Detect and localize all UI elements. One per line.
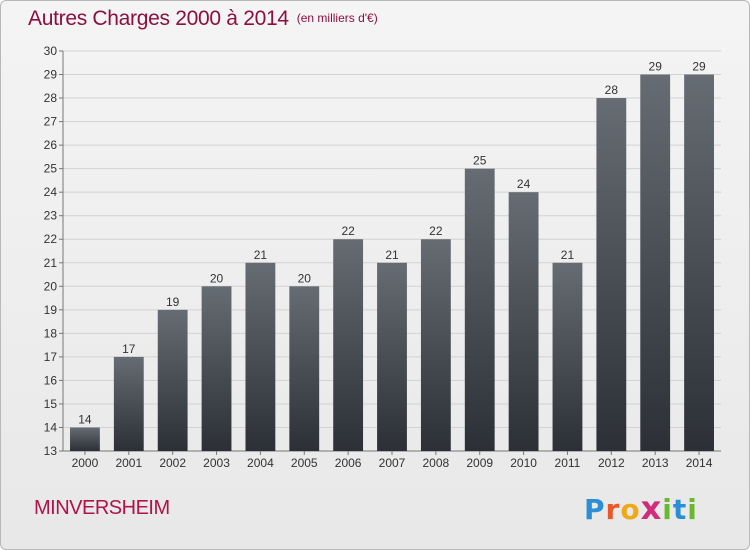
data-label-2003: 20 <box>210 271 224 285</box>
data-label-2004: 21 <box>254 248 268 262</box>
xtick-label-2005: 2005 <box>291 456 318 470</box>
ytick-label: 27 <box>44 115 58 129</box>
chart-title: Autres Charges 2000 à 2014 <box>28 7 289 30</box>
bar-2008 <box>420 239 451 451</box>
bar-2010 <box>508 192 539 452</box>
data-label-2005: 20 <box>298 271 312 285</box>
xtick-label-2012: 2012 <box>598 456 625 470</box>
ytick-label: 29 <box>44 68 58 82</box>
chart-unit: (en milliers d'€) <box>296 11 378 25</box>
xtick-label-2000: 2000 <box>72 456 99 470</box>
xtick-label-2003: 2003 <box>203 456 230 470</box>
bar-2009 <box>464 168 495 451</box>
ytick-label: 21 <box>44 256 58 270</box>
bar-2011 <box>552 262 583 451</box>
data-label-2007: 21 <box>385 248 399 262</box>
xtick-label-2007: 2007 <box>379 456 406 470</box>
ytick-label: 15 <box>44 397 58 411</box>
chart-title-row: Autres Charges 2000 à 2014 (en milliers d… <box>28 7 378 31</box>
bar-2003 <box>201 286 232 451</box>
bar-2012 <box>596 98 627 451</box>
bar-2005 <box>289 286 320 451</box>
xtick-label-2014: 2014 <box>686 456 713 470</box>
labels: 14 2000 17 2001 19 2002 20 2003 21 2004 20 2005 22 20… <box>72 60 713 470</box>
data-label-2014: 29 <box>692 60 706 74</box>
xtick-label-2001: 2001 <box>115 456 142 470</box>
xtick-label-2013: 2013 <box>642 456 669 470</box>
bar-2014 <box>684 74 714 451</box>
proxiti-logo[interactable]: Proxiti <box>584 489 698 527</box>
bar-2007 <box>377 262 407 451</box>
xtick-label-2004: 2004 <box>247 456 274 470</box>
ytick-label: 22 <box>44 232 58 246</box>
data-label-2013: 29 <box>649 60 663 74</box>
xtick-label-2011: 2011 <box>555 456 581 470</box>
bar-2006 <box>333 239 364 451</box>
ytick-label: 25 <box>44 162 58 176</box>
data-label-2006: 22 <box>341 224 355 238</box>
bar-2002 <box>157 309 188 451</box>
ytick-label: 19 <box>44 303 58 317</box>
xtick-label-2008: 2008 <box>423 456 450 470</box>
data-label-2011: 21 <box>561 248 575 262</box>
data-label-2000: 14 <box>78 412 92 426</box>
data-label-2009: 25 <box>473 154 487 168</box>
ytick-label: 14 <box>44 420 58 434</box>
ytick-label: 30 <box>44 44 58 58</box>
bar-2001 <box>113 356 144 451</box>
data-label-2012: 28 <box>605 83 619 97</box>
xtick-label-2009: 2009 <box>466 456 493 470</box>
ytick-label: 24 <box>44 185 58 199</box>
bar-2004 <box>245 262 276 451</box>
xtick-label-2002: 2002 <box>159 456 186 470</box>
ytick-label: 13 <box>44 444 58 458</box>
xtick-label-2010: 2010 <box>510 456 537 470</box>
bar-2000 <box>70 427 100 451</box>
data-label-2001: 17 <box>122 342 136 356</box>
bar-2013 <box>640 74 671 451</box>
ytick-label: 28 <box>44 91 58 105</box>
ytick-label: 23 <box>44 209 58 223</box>
ytick-label: 26 <box>44 138 58 152</box>
data-label-2010: 24 <box>517 177 531 191</box>
data-label-2008: 22 <box>429 224 443 238</box>
xtick-label-2006: 2006 <box>335 456 362 470</box>
ytick-label: 16 <box>44 373 58 387</box>
bars <box>70 74 714 452</box>
ytick-label: 20 <box>44 279 58 293</box>
data-label-2002: 19 <box>166 295 180 309</box>
ytick-label: 17 <box>44 350 58 364</box>
ytick-label: 18 <box>44 326 58 340</box>
city-name: MINVERSHEIM <box>34 497 170 519</box>
